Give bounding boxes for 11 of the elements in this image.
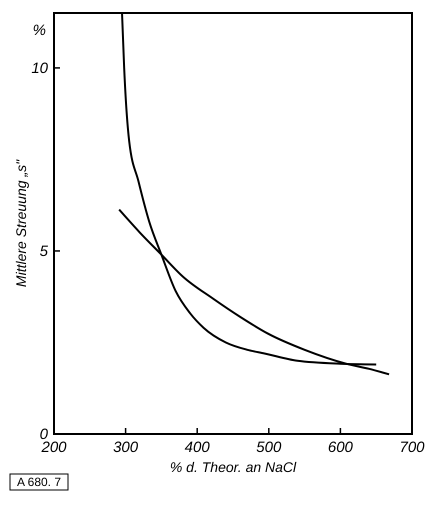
x-axis-title: % d. Theor. an NaCl (170, 459, 298, 475)
x-tick-label: 400 (184, 439, 210, 456)
y-tick-label: 10 (31, 60, 49, 77)
text: A 680. 7 (16, 475, 62, 489)
text: % (32, 22, 46, 39)
x-tick-label: 700 (399, 439, 426, 456)
x-tick-label: 300 (113, 439, 139, 456)
x-tick-label: 600 (328, 439, 354, 456)
x-tick-label: 500 (256, 439, 282, 456)
y-tick-label: 5 (40, 242, 49, 260)
y-axis-title: Mittlere Streuung „s" (13, 158, 29, 288)
